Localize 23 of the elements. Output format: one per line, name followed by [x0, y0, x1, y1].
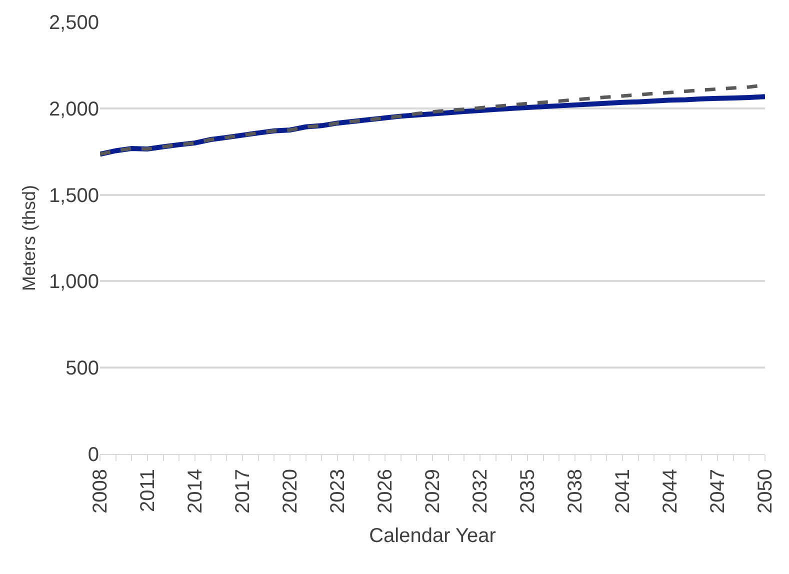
x-tick-label: 2050: [754, 469, 776, 514]
x-tick-label: 2017: [232, 469, 254, 514]
x-tick-label: 2035: [517, 469, 539, 514]
x-tick-label: 2008: [90, 469, 112, 514]
y-tick-label: 2,000: [48, 98, 99, 120]
x-tick-label: 2014: [184, 469, 206, 514]
x-tick-label: 2020: [280, 469, 302, 514]
x-tick-label: 2011: [137, 469, 159, 512]
x-tick-label: 2044: [660, 469, 682, 514]
y-tick-label: 0: [88, 444, 99, 466]
x-tick-label: 2026: [374, 469, 396, 514]
y-tick-label: 500: [66, 358, 99, 380]
y-tick-label: 2,500: [48, 12, 99, 34]
x-tick-label: 2038: [564, 469, 586, 514]
x-tick-label: 2029: [422, 469, 444, 514]
x-tick-label: 2041: [612, 469, 634, 514]
x-tick-label: 2023: [327, 469, 349, 514]
y-axis-title: Meters (thsd): [19, 184, 40, 292]
x-tick-label: 2047: [707, 469, 729, 514]
x-axis-title: Calendar Year: [369, 525, 496, 547]
y-tick-label: 1,500: [48, 184, 99, 207]
x-tick-label: 2032: [470, 469, 492, 514]
y-tick-label: 1,000: [48, 271, 99, 294]
